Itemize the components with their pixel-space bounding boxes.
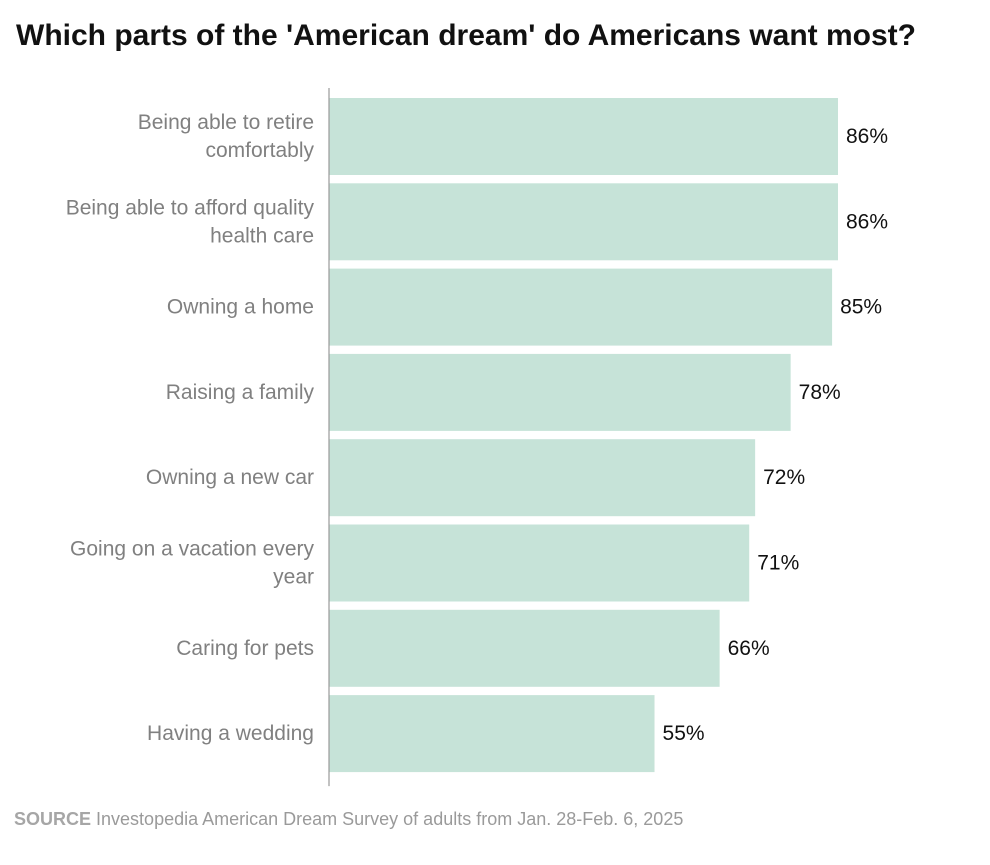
value-label: 86%: [846, 125, 888, 148]
category-label: Raising a family: [166, 381, 315, 404]
category-label-line: year: [273, 566, 314, 589]
value-label: 78%: [799, 381, 841, 404]
value-label: 66%: [728, 637, 770, 660]
bar: [329, 183, 838, 261]
category-label-line: Raising a family: [166, 381, 315, 404]
category-label-line: Going on a vacation every: [70, 538, 314, 561]
bar: [329, 353, 791, 431]
bar: [329, 695, 655, 773]
category-label-line: health care: [210, 224, 314, 247]
source-text: Investopedia American Dream Survey of ad…: [96, 809, 684, 829]
category-label: Being able to afford quality health care: [66, 196, 315, 247]
bar: [329, 439, 756, 517]
category-label: Caring for pets: [176, 637, 314, 660]
category-label-line: Being able to afford quality: [66, 196, 315, 219]
value-label: 55%: [663, 722, 705, 745]
bar: [329, 98, 838, 175]
value-label: 85%: [840, 296, 882, 319]
bar: [329, 268, 833, 346]
source-label: SOURCE: [14, 809, 92, 829]
category-label-line: Caring for pets: [176, 637, 314, 660]
category-label-line: Having a wedding: [147, 722, 314, 745]
category-label: Going on a vacation every year: [70, 538, 314, 589]
category-label-line: comfortably: [205, 139, 314, 162]
bar: [329, 524, 750, 602]
value-label: 86%: [846, 210, 888, 233]
category-label-line: Owning a new car: [146, 466, 314, 489]
category-label: Having a wedding: [147, 722, 314, 745]
bar: [329, 609, 720, 687]
category-label: Being able to retire comfortably: [138, 111, 315, 162]
category-label: Owning a home: [167, 296, 314, 319]
category-label-line: Owning a home: [167, 296, 314, 319]
source-note: SOURCE Investopedia American Dream Surve…: [14, 809, 683, 830]
category-label-line: Being able to retire: [138, 111, 314, 134]
chart-title: Which parts of the 'American dream' do A…: [16, 19, 916, 52]
category-label: Owning a new car: [146, 466, 314, 489]
value-label: 71%: [757, 552, 799, 575]
value-label: 72%: [763, 466, 805, 489]
